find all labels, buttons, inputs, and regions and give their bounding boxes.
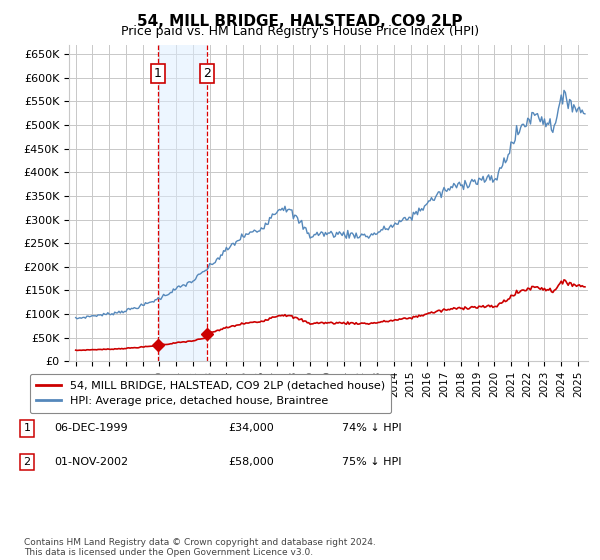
Bar	[158, 45, 207, 361]
Text: 75% ↓ HPI: 75% ↓ HPI	[342, 457, 401, 467]
Text: 1: 1	[154, 67, 162, 80]
Text: £58,000: £58,000	[228, 457, 274, 467]
Text: 1: 1	[23, 423, 31, 433]
Text: 2: 2	[23, 457, 31, 467]
Text: 74% ↓ HPI: 74% ↓ HPI	[342, 423, 401, 433]
Text: 01-NOV-2002: 01-NOV-2002	[54, 457, 128, 467]
Text: Contains HM Land Registry data © Crown copyright and database right 2024.
This d: Contains HM Land Registry data © Crown c…	[24, 538, 376, 557]
Text: 06-DEC-1999: 06-DEC-1999	[54, 423, 128, 433]
Legend: 54, MILL BRIDGE, HALSTEAD, CO9 2LP (detached house), HPI: Average price, detache: 54, MILL BRIDGE, HALSTEAD, CO9 2LP (deta…	[29, 374, 391, 413]
Text: Price paid vs. HM Land Registry's House Price Index (HPI): Price paid vs. HM Land Registry's House …	[121, 25, 479, 38]
Text: 54, MILL BRIDGE, HALSTEAD, CO9 2LP: 54, MILL BRIDGE, HALSTEAD, CO9 2LP	[137, 14, 463, 29]
Text: £34,000: £34,000	[228, 423, 274, 433]
Text: 2: 2	[203, 67, 211, 80]
